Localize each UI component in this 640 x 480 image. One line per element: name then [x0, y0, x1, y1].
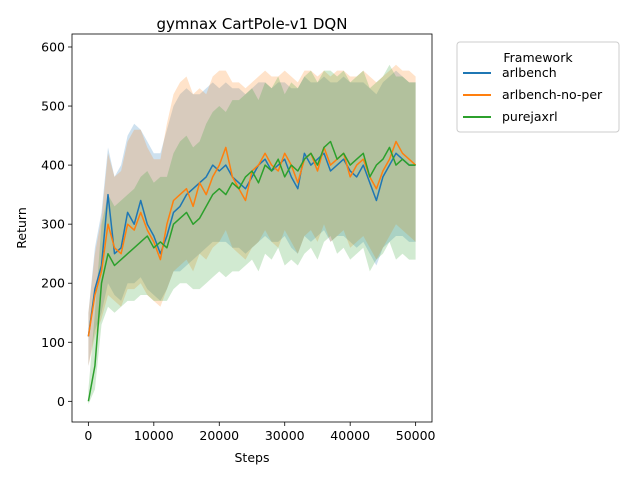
x-tick-label: 0 — [84, 428, 92, 443]
legend-label-arlbench-no-per: arlbench-no-per — [502, 87, 603, 102]
chart-title: gymnax CartPole-v1 DQN — [157, 15, 348, 33]
legend-label-purejaxrl: purejaxrl — [502, 109, 558, 124]
y-tick-label: 0 — [57, 394, 65, 409]
y-tick-label: 300 — [41, 217, 65, 232]
legend-entries: arlbench arlbench-no-per purejaxrl — [463, 65, 603, 124]
x-tick-label: 30000 — [265, 428, 305, 443]
y-tick-label: 400 — [41, 158, 65, 173]
legend-box — [456, 41, 620, 133]
line-purejaxrl — [87, 140, 416, 402]
band-arlbench-no-per — [88, 64, 416, 366]
plot-area-frame — [71, 33, 433, 423]
legend-label-arlbench: arlbench — [502, 65, 557, 80]
x-tick-label: 10000 — [134, 428, 174, 443]
y-axis-label: Return — [14, 207, 29, 248]
y-tick-label: 100 — [41, 335, 65, 350]
band-arlbench — [88, 70, 416, 366]
x-axis-label: Steps — [235, 450, 270, 465]
x-tick-label: 40000 — [330, 428, 370, 443]
y-tick-label: 500 — [41, 99, 65, 114]
y-tick-label: 600 — [41, 39, 65, 54]
x-axis: 0 10000 20000 30000 40000 50000 — [84, 422, 436, 443]
legend-title: Framework — [503, 50, 573, 65]
band-purejaxrl — [88, 64, 416, 405]
legend: Framework arlbench arlbench-no-per purejax… — [456, 41, 620, 133]
x-tick-label: 50000 — [396, 428, 436, 443]
x-tick-label: 20000 — [199, 428, 239, 443]
y-axis: 0 100 200 300 400 500 600 — [41, 39, 72, 409]
series-lines — [87, 140, 417, 402]
y-tick-label: 200 — [41, 276, 65, 291]
line-arlbench — [87, 152, 416, 337]
confidence-bands — [88, 64, 416, 405]
